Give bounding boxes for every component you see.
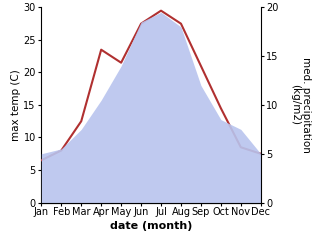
X-axis label: date (month): date (month) — [110, 221, 192, 231]
Y-axis label: max temp (C): max temp (C) — [10, 69, 20, 141]
Y-axis label: med. precipitation
(kg/m2): med. precipitation (kg/m2) — [290, 57, 311, 153]
